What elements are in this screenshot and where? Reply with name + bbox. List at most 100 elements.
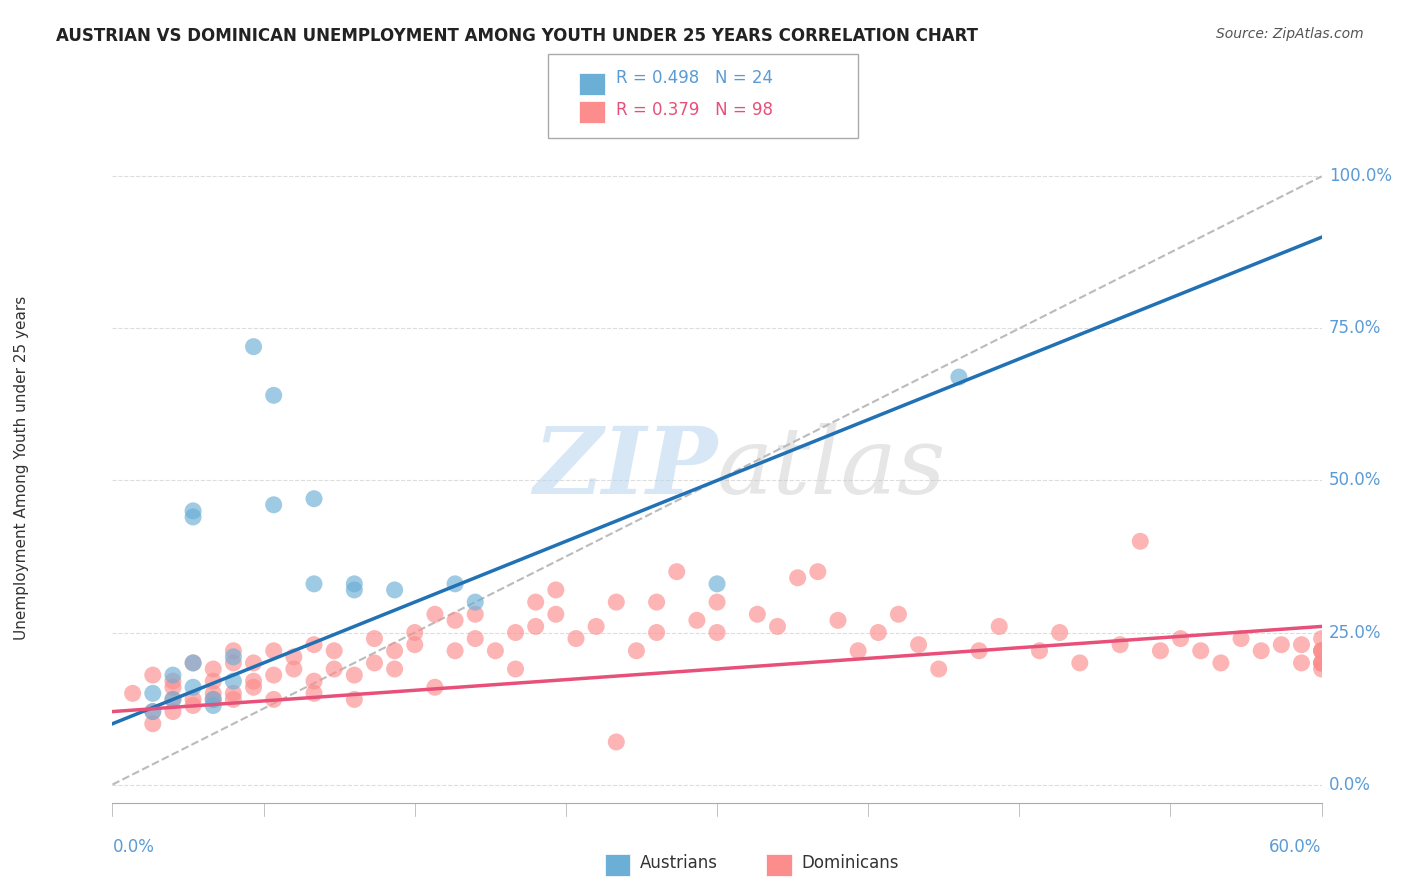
Point — [181, 680, 204, 694]
Point — [1310, 632, 1333, 646]
Point — [1129, 534, 1152, 549]
Text: 25.0%: 25.0% — [1329, 624, 1381, 641]
Point — [1049, 625, 1071, 640]
Point — [807, 565, 830, 579]
Point — [747, 607, 769, 622]
Point — [706, 577, 728, 591]
Point — [404, 638, 426, 652]
Point — [484, 644, 506, 658]
Point — [464, 607, 486, 622]
Point — [1230, 632, 1253, 646]
Point — [524, 595, 547, 609]
Point — [302, 674, 325, 689]
Point — [363, 632, 385, 646]
Point — [786, 571, 808, 585]
Text: Source: ZipAtlas.com: Source: ZipAtlas.com — [1216, 27, 1364, 41]
Text: R = 0.379   N = 98: R = 0.379 N = 98 — [616, 101, 773, 119]
Point — [181, 698, 204, 713]
Point — [544, 607, 567, 622]
Point — [121, 686, 143, 700]
Point — [263, 644, 285, 658]
Point — [505, 625, 527, 640]
Point — [928, 662, 950, 676]
Text: atlas: atlas — [717, 424, 946, 513]
Text: 50.0%: 50.0% — [1329, 472, 1381, 490]
Point — [423, 607, 446, 622]
Point — [162, 680, 184, 694]
Point — [283, 662, 305, 676]
Point — [343, 668, 366, 682]
Point — [222, 644, 245, 658]
Point — [444, 577, 467, 591]
Point — [827, 613, 849, 627]
Point — [988, 619, 1011, 633]
Point — [323, 644, 346, 658]
Point — [162, 692, 184, 706]
Point — [887, 607, 910, 622]
Point — [1310, 656, 1333, 670]
Point — [202, 698, 225, 713]
Point — [202, 692, 225, 706]
Point — [464, 595, 486, 609]
Point — [222, 692, 245, 706]
Point — [1310, 644, 1333, 658]
Text: Dominicans: Dominicans — [801, 854, 898, 871]
Point — [222, 686, 245, 700]
Point — [384, 662, 406, 676]
Point — [766, 619, 789, 633]
Point — [283, 649, 305, 664]
Point — [181, 656, 204, 670]
Point — [1109, 638, 1132, 652]
Point — [181, 510, 204, 524]
Point — [263, 692, 285, 706]
Point — [706, 625, 728, 640]
Point — [302, 686, 325, 700]
Point — [162, 692, 184, 706]
Point — [1310, 644, 1333, 658]
Point — [363, 656, 385, 670]
Point — [1250, 644, 1272, 658]
Point — [1270, 638, 1292, 652]
Text: 100.0%: 100.0% — [1329, 168, 1392, 186]
Point — [444, 644, 467, 658]
Point — [444, 613, 467, 627]
Text: 60.0%: 60.0% — [1270, 838, 1322, 856]
Point — [242, 340, 264, 354]
Text: 75.0%: 75.0% — [1329, 319, 1381, 337]
Point — [202, 674, 225, 689]
Point — [142, 686, 165, 700]
Point — [1170, 632, 1192, 646]
Point — [1028, 644, 1050, 658]
Point — [263, 388, 285, 402]
Point — [585, 619, 607, 633]
Point — [222, 674, 245, 689]
Point — [181, 504, 204, 518]
Point — [907, 638, 929, 652]
Point — [423, 680, 446, 694]
Point — [181, 656, 204, 670]
Point — [263, 498, 285, 512]
Point — [524, 619, 547, 633]
Point — [1310, 656, 1333, 670]
Point — [302, 577, 325, 591]
Text: R = 0.498   N = 24: R = 0.498 N = 24 — [616, 69, 773, 87]
Point — [645, 595, 668, 609]
Point — [202, 662, 225, 676]
Point — [202, 692, 225, 706]
Point — [1291, 638, 1313, 652]
Point — [948, 370, 970, 384]
Point — [544, 582, 567, 597]
Point — [686, 613, 709, 627]
Text: 0.0%: 0.0% — [1329, 775, 1371, 794]
Point — [242, 674, 264, 689]
Point — [626, 644, 648, 658]
Point — [323, 662, 346, 676]
Point — [1149, 644, 1171, 658]
Point — [181, 692, 204, 706]
Point — [505, 662, 527, 676]
Point — [242, 680, 264, 694]
Point — [142, 716, 165, 731]
Point — [1310, 644, 1333, 658]
Point — [665, 565, 688, 579]
Text: Austrians: Austrians — [640, 854, 717, 871]
